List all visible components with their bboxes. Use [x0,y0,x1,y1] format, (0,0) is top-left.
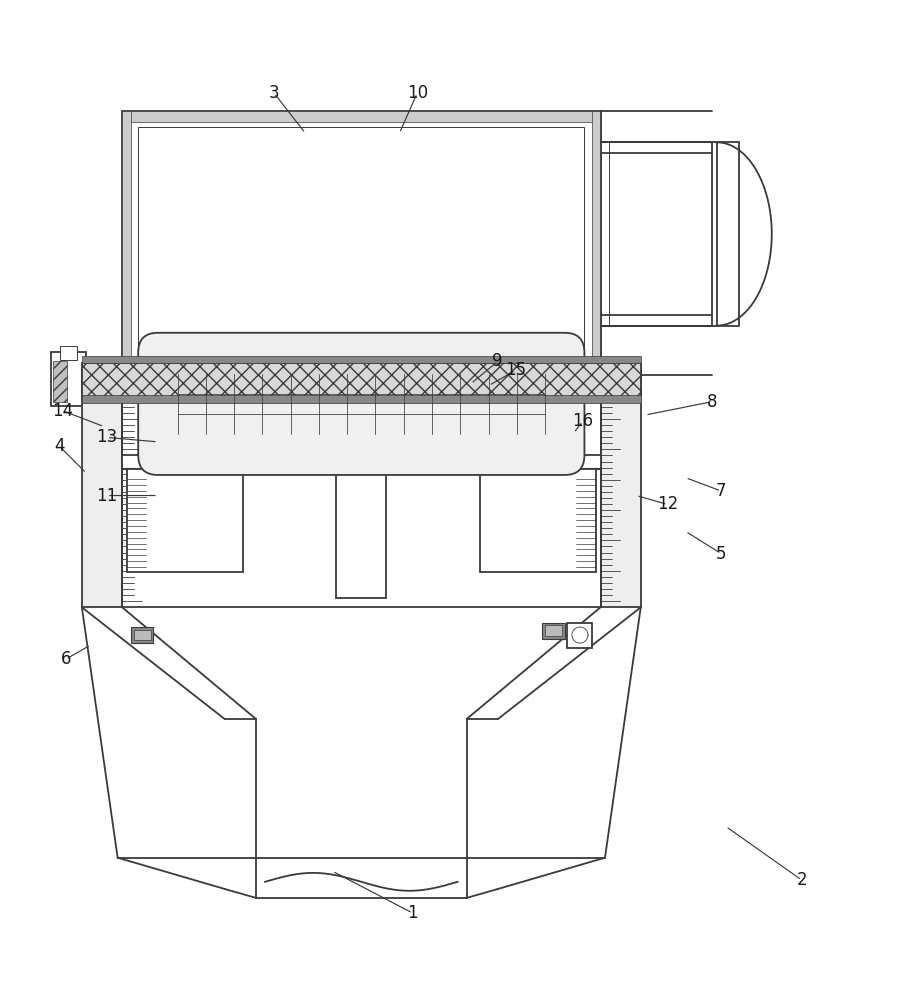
Text: 4: 4 [54,437,65,455]
Bar [592,111,600,375]
Text: 15: 15 [505,361,527,379]
Bar [134,630,151,640]
Text: 3: 3 [269,84,280,102]
Text: 14: 14 [52,402,73,420]
Text: 10: 10 [406,84,428,102]
Bar [568,623,593,648]
Bar [59,346,77,360]
Text: 5: 5 [716,545,727,563]
Text: 16: 16 [572,412,593,430]
Bar [82,356,640,363]
Text: 13: 13 [96,428,118,446]
Bar [131,627,153,643]
Bar [122,455,600,469]
Bar [122,366,600,375]
Bar [138,127,585,359]
Bar [336,469,387,598]
Bar [122,111,131,375]
Text: 12: 12 [657,495,678,513]
Bar [126,469,243,572]
Bar [543,623,565,639]
Text: 1: 1 [407,904,418,922]
Bar [480,469,596,572]
Bar [545,625,562,636]
Bar [50,352,86,406]
FancyBboxPatch shape [138,333,585,475]
Bar [122,111,600,375]
Text: 6: 6 [60,650,71,668]
Bar [122,111,600,122]
Text: 2: 2 [797,871,807,889]
Text: 8: 8 [707,393,718,411]
Bar [82,363,640,397]
Bar [53,361,66,402]
Bar [600,142,739,326]
Bar [82,370,122,607]
Text: 9: 9 [492,352,503,370]
Bar [600,370,640,607]
Bar [82,395,640,403]
Text: 7: 7 [716,482,727,500]
Text: 11: 11 [96,487,118,505]
